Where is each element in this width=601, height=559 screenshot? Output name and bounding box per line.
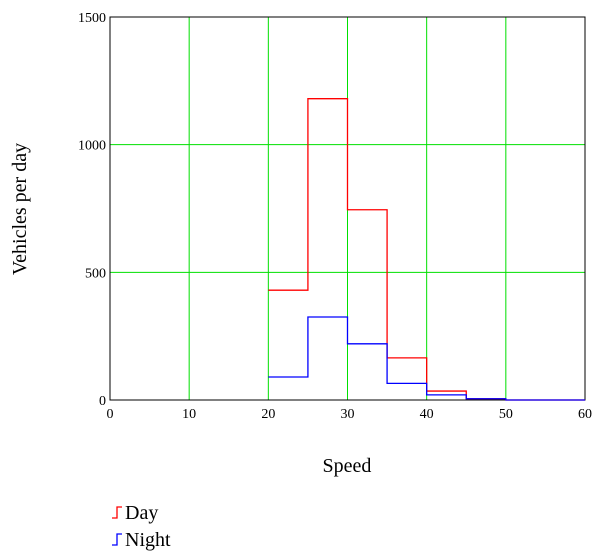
y-tick-label: 0: [99, 394, 106, 409]
x-tick-label: 10: [182, 407, 196, 422]
legend-swatch-day: [112, 506, 122, 519]
x-tick-label: 60: [578, 407, 592, 422]
x-tick-label: 50: [499, 407, 513, 422]
y-tick-label: 1000: [78, 139, 106, 154]
legend: Day Night: [112, 502, 171, 551]
x-tick-labels: 0 10 20 30 40 50 60: [107, 407, 593, 422]
legend-label-night: Night: [125, 529, 171, 551]
y-tick-label: 1500: [78, 11, 106, 26]
y-axis-title: Vehicles per day: [9, 143, 31, 275]
x-tick-label: 0: [107, 407, 114, 422]
x-axis-title: Speed: [323, 455, 372, 477]
legend-label-day: Day: [125, 502, 158, 524]
series-line-night: [268, 316, 585, 401]
plot-frame: [109, 16, 586, 401]
legend-swatch-night: [112, 533, 122, 546]
x-tick-label: 20: [261, 407, 275, 422]
y-tick-labels: 0 500 1000 1500: [78, 11, 106, 409]
series-layer: [268, 98, 585, 401]
x-tick-label: 30: [341, 407, 355, 422]
y-tick-label: 500: [85, 266, 106, 281]
x-tick-label: 40: [420, 407, 434, 422]
